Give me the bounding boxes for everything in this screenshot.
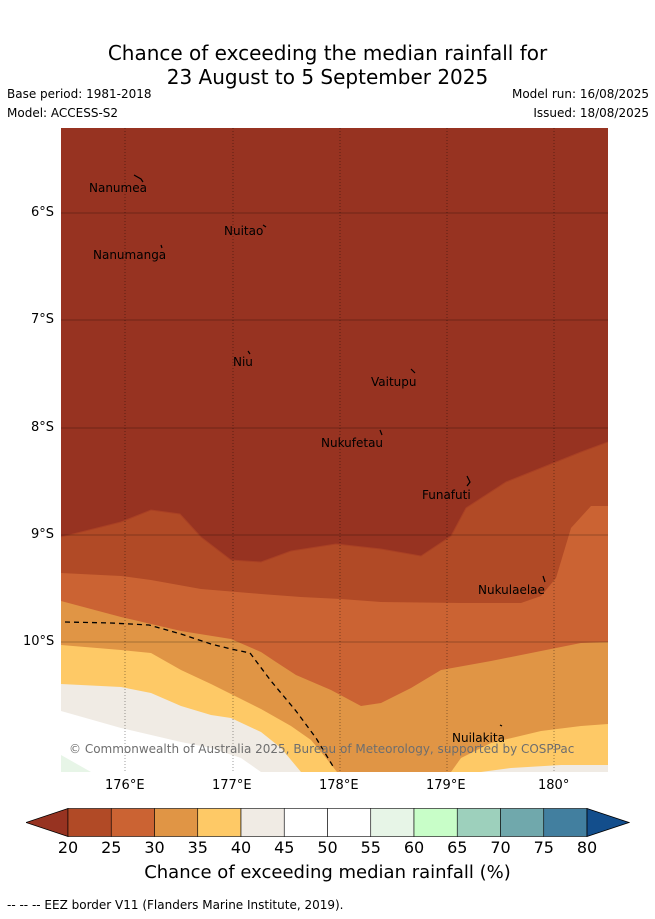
- map-title-line1: Chance of exceeding the median rainfall …: [107, 41, 548, 65]
- island-label-nanumanga: Nanumanga: [93, 248, 166, 262]
- island-shape-nanumea: [133, 174, 144, 183]
- island-label-nukufetau: Nukufetau: [321, 436, 383, 450]
- colorbar-label-40: 40: [230, 838, 252, 857]
- eez-border: [64, 621, 335, 769]
- island-shape-nuilakita: [499, 724, 503, 727]
- x-tick-176e: 176°E: [105, 778, 145, 793]
- island-label-nuitao: Nuitao: [224, 224, 263, 238]
- colorbar-segment-65-70: [456, 808, 501, 837]
- colorbar-label-75: 75: [533, 838, 554, 857]
- colorbar-segment-40-45: [240, 808, 285, 837]
- colorbar-arrow-low: [26, 808, 69, 837]
- colorbar-label-55: 55: [360, 838, 381, 857]
- colorbar-label-30: 30: [144, 838, 165, 857]
- colorbar-label-80: 80: [576, 838, 598, 857]
- colorbar-arrow-high: [586, 808, 630, 837]
- colorbar-segment-35-40: [197, 808, 242, 837]
- x-tick-179e: 179°E: [426, 778, 466, 793]
- colorbar-label-25: 25: [101, 838, 122, 857]
- colorbar-label-45: 45: [274, 838, 295, 857]
- colorbar-segment-20-25: [67, 808, 112, 837]
- rainfall-map: Nanumea Nuitao Nanumanga Niu Vaitupu Nuk…: [61, 128, 608, 772]
- colorbar-segment-45-50: [283, 808, 328, 837]
- colorbar-segment-30-35: [154, 808, 199, 837]
- colorbar-title: Chance of exceeding median rainfall (%): [144, 862, 511, 883]
- colorbar-segment-70-75: [500, 808, 545, 837]
- map-title-line2: 23 August to 5 September 2025: [166, 65, 489, 89]
- x-tick-177e: 177°E: [212, 778, 252, 793]
- contour-25: [61, 441, 608, 563]
- rainfall-map-svg: Nanumea Nuitao Nanumanga Niu Vaitupu Nuk…: [61, 128, 608, 772]
- island-shape-nukufetau: [379, 429, 383, 436]
- colorbar: [26, 808, 630, 837]
- island-label-funafuti: Funafuti: [422, 488, 471, 502]
- eez-border-note: -- -- -- EEZ border V11 (Flanders Marine…: [7, 898, 344, 912]
- x-tick-178e: 178°E: [319, 778, 359, 793]
- colorbar-label-35: 35: [187, 838, 208, 857]
- colorbar-segment-25-30: [110, 808, 155, 837]
- y-tick-6s: 6°S: [31, 205, 55, 220]
- island-label-nanumea: Nanumea: [89, 181, 147, 195]
- island-shape-nukulaelae: [542, 575, 546, 583]
- island-shape-niu: [247, 350, 251, 355]
- issued-date: Issued: 18/08/2025: [533, 106, 649, 120]
- band-55-60: [61, 755, 91, 772]
- island-label-vaitupu: Vaitupu: [371, 375, 417, 389]
- colorbar-segment-50-55: [327, 808, 372, 837]
- model-name: Model: ACCESS-S2: [7, 106, 119, 120]
- island-shape-nanumanga: [160, 244, 163, 249]
- colorbar-label-60: 60: [403, 838, 425, 857]
- island-shape-nuitao: [262, 224, 267, 228]
- latitude-gridlines: [61, 212, 608, 643]
- colorbar-segment-75-80: [543, 808, 588, 837]
- colorbar-label-65: 65: [447, 838, 468, 857]
- colorbar-label-20: 20: [57, 838, 79, 857]
- x-tick-180: 180°: [538, 778, 570, 793]
- y-tick-8s: 8°S: [31, 420, 55, 435]
- island-label-nuilakita: Nuilakita: [452, 731, 505, 745]
- longitude-gridlines: [124, 128, 555, 772]
- colorbar-label-50: 50: [317, 838, 338, 857]
- y-tick-9s: 9°S: [31, 527, 55, 542]
- colorbar-label-70: 70: [490, 838, 511, 857]
- colorbar-segment-60-65: [413, 808, 458, 837]
- band-45-50-east: [481, 765, 608, 772]
- island-shape-vaitupu: [410, 368, 416, 374]
- y-tick-10s: 10°S: [23, 634, 55, 649]
- y-tick-7s: 7°S: [31, 312, 55, 327]
- island-shapes: [133, 174, 546, 727]
- base-period: Base period: 1981-2018: [7, 87, 152, 101]
- island-label-nukulaelae: Nukulaelae: [478, 583, 545, 597]
- island-shape-funafuti: [466, 475, 471, 487]
- copyright-notice: © Commonwealth of Australia 2025, Bureau…: [69, 742, 574, 756]
- colorbar-segment-55-60: [370, 808, 415, 837]
- band-40-45-east: [451, 724, 608, 772]
- island-label-niu: Niu: [233, 355, 253, 369]
- band-50-55: [61, 711, 261, 772]
- model-run: Model run: 16/08/2025: [511, 87, 649, 101]
